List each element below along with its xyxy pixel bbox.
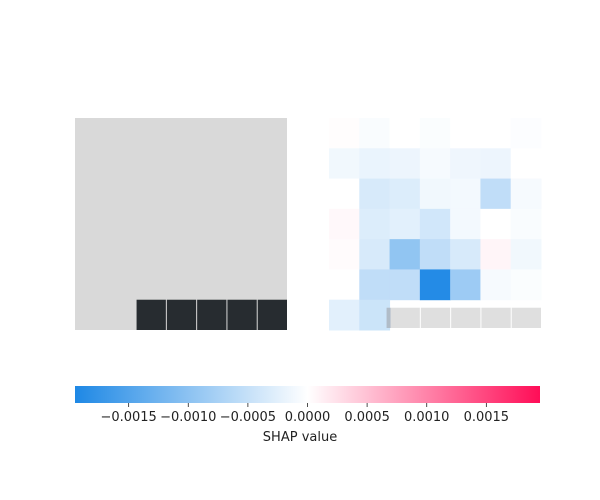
heatmap-cell [389,148,421,180]
image-pixel [197,299,227,330]
heatmap-cell [450,148,481,180]
colorbar-tick-label: −0.0015 [100,410,156,425]
heatmap-cell [329,148,360,180]
heatmap-cell [359,118,391,149]
heatmap-cell [329,239,360,270]
heatmap-cell [329,118,360,149]
heatmap-cell [450,239,481,270]
image-overlay-pixel [481,307,511,328]
heatmap-cell [359,148,391,180]
heatmap-cell [510,239,542,270]
heatmap-cell [389,118,421,149]
heatmap-cell [510,148,542,180]
heatmap-cell [389,208,421,240]
heatmap-cell [510,118,542,149]
heatmap-cell [480,269,512,301]
colorbar-tick-label: 0.0005 [344,410,390,425]
heatmap-cell [480,208,512,240]
image-pixel [257,299,287,330]
colorbar-label: SHAP value [262,430,338,445]
colorbar-tick-label: 0.0000 [285,410,331,425]
heatmap-cell [480,178,512,210]
heatmap-cell [450,178,481,210]
heatmap-cell [480,118,512,149]
image-overlay-pixel [420,307,451,328]
image-overlay-pixel [390,307,420,328]
image-pixel [166,299,197,330]
heatmap-cell [389,178,421,210]
heatmap-cell [450,118,481,149]
heatmap-cell [329,208,360,240]
heatmap-cell [359,269,391,301]
colorbar-tick-label: 0.0010 [404,410,450,425]
heatmap-cell [359,299,391,331]
heatmap-cell [329,269,360,301]
heatmap-cell [419,148,451,180]
image-overlay-pixel [511,307,541,328]
image-overlay-pixel [451,307,481,328]
image-background [75,118,287,330]
heatmap-cell [480,148,512,180]
heatmap-cell [419,208,451,240]
colorbar-gradient [75,386,540,403]
heatmap-cell [329,299,360,331]
heatmap-cell [389,269,421,301]
image-overlay-edge [386,307,391,328]
heatmap-cell [510,208,542,240]
heatmap-cell [480,239,512,270]
colorbar-tick-label: 0.0015 [464,410,510,425]
colorbar: −0.0015 −0.0010 −0.0005 0.0000 0.0005 0.0010 0… [75,386,540,425]
heatmap-cell [359,239,391,270]
heatmap-cell [450,269,481,301]
heatmap-cell [359,208,391,240]
colorbar-tick-label: −0.0005 [220,410,276,425]
heatmap-cell [389,239,421,270]
heatmap-cell [510,269,542,301]
shap-heatmap-panel [329,118,542,331]
input-image-panel [75,118,287,330]
image-pixel [227,299,257,330]
image-pixel [136,299,166,330]
heatmap-cell [419,269,451,301]
heatmap-cell [359,178,391,210]
colorbar-tick-label: −0.0010 [160,410,216,425]
heatmap-cell [450,208,481,240]
heatmap-cell [419,118,451,149]
heatmap-cell [329,178,360,210]
heatmap-cell [419,178,451,210]
heatmap-cell [419,239,451,270]
heatmap-cell [510,178,542,210]
